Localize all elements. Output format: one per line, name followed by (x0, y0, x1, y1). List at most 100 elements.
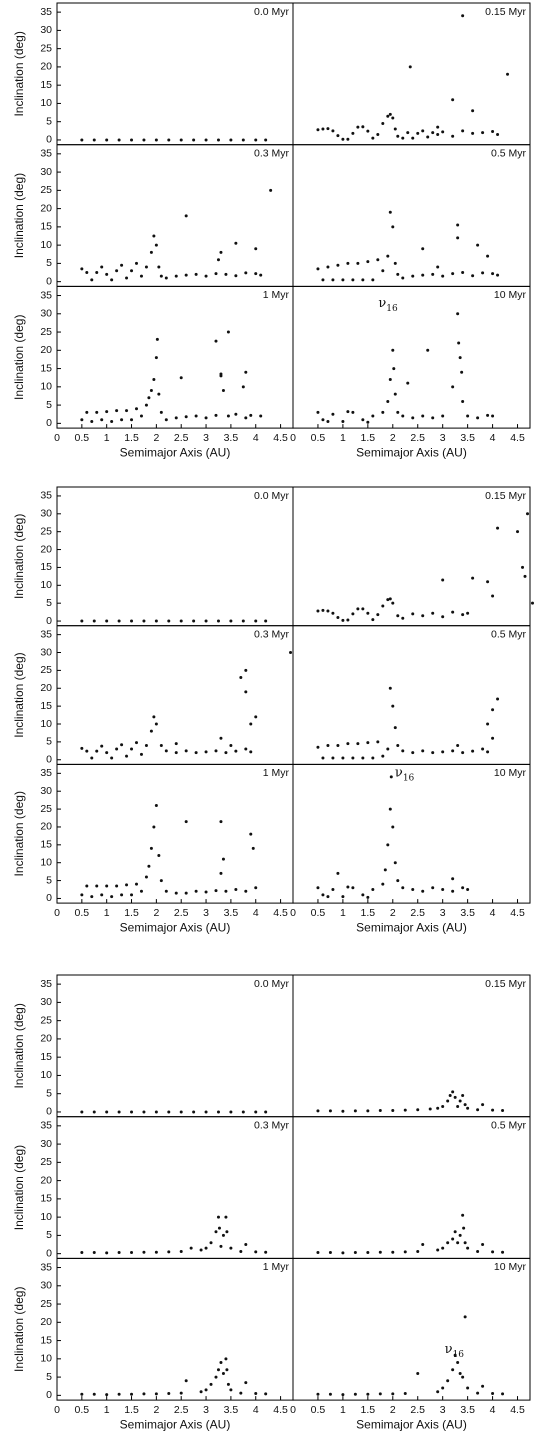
point (411, 136, 415, 140)
point (157, 265, 161, 269)
x-tick-label: 3.5 (224, 1404, 239, 1416)
point (92, 619, 96, 623)
point (441, 578, 445, 582)
point (159, 743, 163, 747)
point (216, 1110, 220, 1114)
point (149, 388, 153, 392)
point (80, 893, 84, 897)
point (421, 1243, 425, 1247)
x-tick-label: 4 (490, 432, 496, 444)
point (144, 403, 148, 407)
point (431, 416, 435, 420)
point (219, 736, 223, 740)
point (463, 1241, 467, 1245)
panel-frame (56, 1257, 294, 1401)
point (155, 337, 159, 341)
panel-frame (292, 285, 531, 429)
y-tick-label: 0 (46, 1247, 52, 1259)
point (154, 1392, 158, 1396)
y-tick-label: 10 (40, 97, 52, 109)
point (110, 420, 114, 424)
x-tick-label: 2 (153, 1404, 159, 1416)
y-tick-label: 10 (40, 381, 52, 393)
point (125, 754, 129, 758)
point (224, 1357, 228, 1361)
annotation-symbol: ν (395, 766, 403, 781)
point (105, 138, 109, 142)
point (393, 861, 397, 865)
point (471, 274, 475, 278)
point (346, 137, 350, 141)
point (416, 1108, 420, 1112)
point (491, 272, 495, 276)
point (194, 889, 198, 893)
point (321, 893, 325, 897)
point (371, 414, 375, 418)
point (456, 743, 460, 747)
x-tick-label: 1.5 (361, 432, 376, 444)
point (466, 611, 470, 615)
point (204, 1110, 208, 1114)
point (441, 888, 445, 892)
point (421, 614, 425, 618)
point (316, 267, 320, 271)
point (184, 891, 188, 895)
point (130, 1392, 134, 1396)
y-tick-label: 15 (40, 561, 52, 573)
point (451, 272, 455, 276)
point (403, 1250, 407, 1254)
y-tick-label: 5 (46, 257, 52, 269)
point (167, 1250, 171, 1254)
x-axis-label: Semimajor Axis (AU) (120, 445, 231, 459)
point (461, 1213, 465, 1217)
point (401, 616, 405, 620)
x-tick-label: 3.5 (460, 907, 475, 919)
y-tick-label: 25 (40, 42, 52, 54)
y-axis-label: Inclination (deg) (12, 652, 26, 737)
point (431, 611, 435, 615)
y-tick-label: 5 (46, 1371, 52, 1383)
point (353, 1251, 357, 1255)
point (366, 1251, 370, 1255)
point (381, 122, 385, 126)
point (149, 250, 153, 254)
point (486, 580, 490, 584)
point (456, 1360, 460, 1364)
point (381, 754, 385, 758)
point (179, 1249, 183, 1253)
point (249, 413, 253, 417)
panel-label: 0.15 Myr (485, 6, 526, 18)
point (491, 1250, 495, 1254)
point (506, 72, 510, 76)
point (481, 1103, 485, 1107)
point (451, 877, 455, 881)
y-tick-label: 10 (40, 1069, 52, 1081)
point (142, 619, 146, 623)
point (388, 597, 392, 601)
x-tick-label: 1 (104, 432, 110, 444)
y-axis-label: Inclination (deg) (12, 514, 26, 599)
point (441, 130, 445, 134)
x-axis-label: Semimajor Axis (AU) (120, 1417, 231, 1431)
y-axis-label: Inclination (deg) (12, 1145, 26, 1230)
point (396, 879, 400, 883)
y-tick-label: 20 (40, 821, 52, 833)
point (120, 418, 124, 422)
point (154, 356, 158, 360)
point (254, 1110, 258, 1114)
point (436, 132, 440, 136)
point (386, 598, 390, 602)
point (411, 274, 415, 278)
point (453, 1353, 457, 1357)
point (341, 756, 345, 760)
x-tick-label: 4 (253, 907, 259, 919)
point (216, 1368, 220, 1372)
point (391, 825, 395, 829)
point (456, 223, 460, 227)
x-tick-label: 3 (440, 432, 446, 444)
point (217, 1226, 221, 1230)
point (117, 619, 121, 623)
point (149, 729, 153, 733)
point (80, 619, 84, 623)
point (92, 1392, 96, 1396)
